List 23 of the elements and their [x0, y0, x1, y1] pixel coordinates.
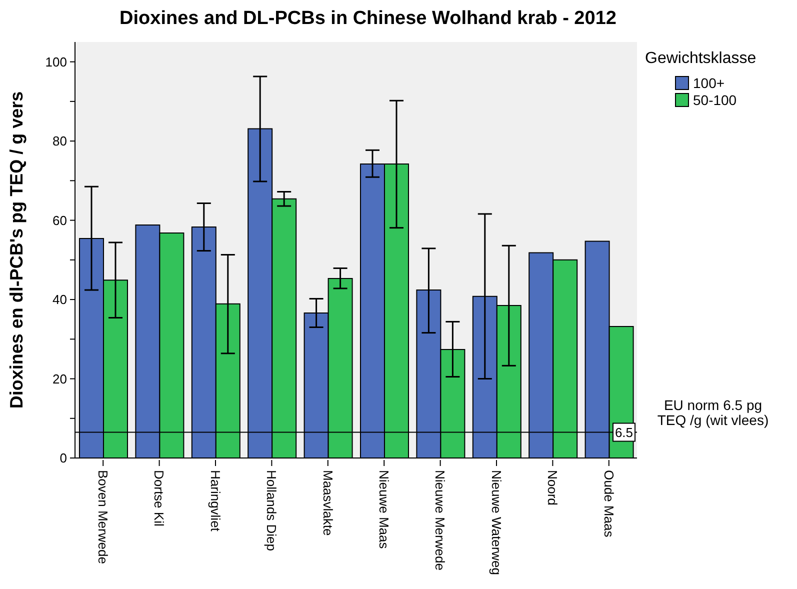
x-tick-label: Dortse Kil	[152, 470, 167, 526]
y-tick-label: 100	[45, 54, 67, 70]
chart-title: Dioxines and DL-PCBs in Chinese Wolhand krab - 2012	[118, 8, 618, 30]
legend-label: 100+	[693, 74, 725, 90]
x-tick-label: Haringvliet	[208, 470, 223, 532]
x-tick-label: Nieuwe Waterweg	[488, 470, 504, 576]
y-tick-label: 0	[60, 450, 67, 466]
x-tick-label: Boven Merwede	[96, 470, 111, 564]
y-tick-label: 80	[52, 134, 67, 149]
x-tick-label: Noord	[545, 470, 560, 506]
x-tick-label: Nieuwe Maas	[376, 470, 392, 550]
y-tick-label: 20	[52, 371, 67, 386]
y-tick-label: 60	[52, 212, 67, 228]
y-tick-label: 40	[52, 292, 67, 308]
legend-label: 50-100	[693, 92, 737, 108]
x-tick-label: Maasvlakte	[320, 470, 336, 536]
ref-line-label: 6.5	[614, 424, 634, 440]
text: EU norm 6.5 pg TEQ /g (wit vlees)	[656, 397, 770, 428]
x-tick-label: Hollands Diep	[264, 470, 280, 551]
x-tick-label: Oude Maas	[601, 470, 616, 538]
legend-title: Gewichtsklasse	[645, 50, 756, 68]
y-axis-title: Dioxines en dl-PCB's pg TEQ / g vers	[6, 91, 26, 409]
x-tick-label: Nieuwe Merwede	[432, 470, 448, 570]
